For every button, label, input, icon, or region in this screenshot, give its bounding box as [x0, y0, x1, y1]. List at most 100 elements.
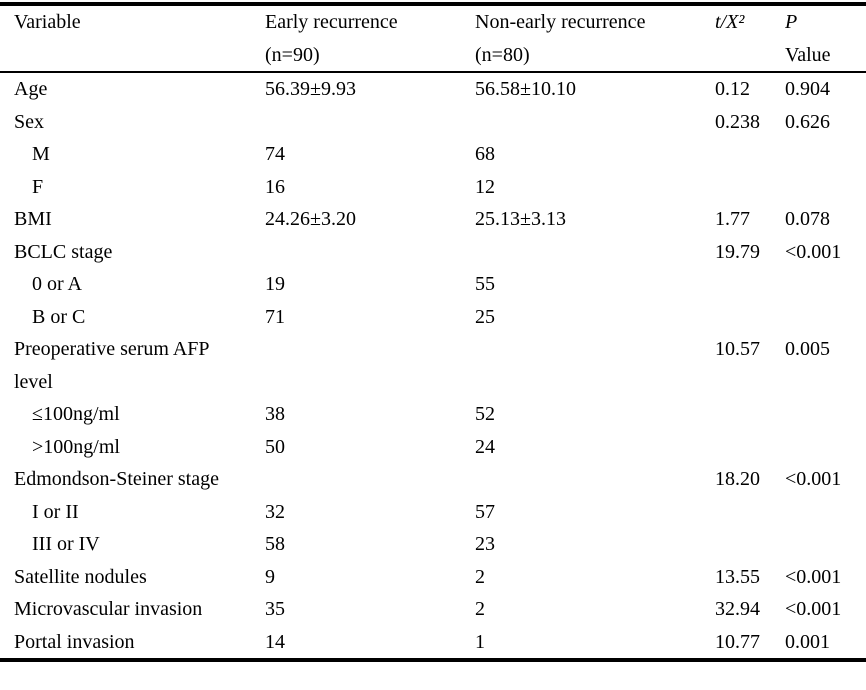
col-header-p-value: P Value: [785, 4, 866, 72]
cell-stat: 0.238: [715, 110, 760, 133]
cell-nonearly: [475, 333, 715, 398]
cell-stat: 10.77: [715, 630, 760, 653]
header-early-line2: (n=90): [265, 43, 320, 66]
cell-nonearly: 2: [475, 598, 485, 620]
cell-nonearly: 57: [475, 500, 495, 523]
cell-p: 0.005: [785, 338, 830, 360]
cell-early: 38: [265, 403, 285, 425]
cell-stat: 10.57: [715, 338, 760, 360]
header-early-line1: Early recurrence: [265, 11, 398, 33]
cell-variable: >100ng/ml: [32, 435, 120, 458]
cell-variable: BCLC stage: [14, 240, 113, 263]
cell-early: 19: [265, 273, 285, 295]
cell-variable: B or C: [32, 305, 86, 328]
cell-p: <0.001: [785, 565, 842, 588]
cell-variable: III or IV: [32, 533, 100, 555]
cell-variable: Age: [14, 78, 48, 100]
cell-early: 71: [265, 305, 285, 328]
header-nonearly-line2: (n=80): [475, 43, 530, 66]
table-row-satellite-nodules: Satellite nodules 9 2 13.55 <0.001: [0, 561, 866, 594]
cell-early: 24.26±3.20: [265, 208, 356, 230]
table-row-bclc-0-or-a: 0 or A 19 55: [0, 268, 866, 301]
cell-stat: [715, 398, 785, 431]
cell-nonearly: 56.58±10.10: [475, 78, 576, 100]
cell-early: 35: [265, 598, 285, 620]
cell-p: <0.001: [785, 468, 842, 490]
cell-early: 56.39±9.93: [265, 78, 356, 100]
col-header-statistic: t/X²: [715, 4, 785, 72]
table-row-portal-invasion: Portal invasion 14 1 10.77 0.001: [0, 626, 866, 661]
cell-p: 0.904: [785, 78, 830, 100]
table-row-es-iii-or-iv: III or IV 58 23: [0, 528, 866, 561]
cell-variable: BMI: [14, 208, 52, 230]
afp-label: Preoperative serum AFP level: [14, 338, 209, 393]
cell-early: 50: [265, 435, 285, 458]
cell-p: 0.626: [785, 110, 830, 133]
cell-nonearly: 25.13±3.13: [475, 208, 566, 230]
statistics-table: Variable Early recurrence (n=90) Non-ear…: [0, 2, 866, 662]
table-row-sex-f: F 16 12: [0, 171, 866, 204]
table-row-afp-gt-100: >100ng/ml 50 24: [0, 431, 866, 464]
table-row-es-i-or-ii: I or II 32 57: [0, 496, 866, 529]
table-row-afp-le-100: ≤100ng/ml 38 52: [0, 398, 866, 431]
cell-early: 58: [265, 533, 285, 555]
cell-stat: [715, 528, 785, 561]
table-row-bmi: BMI 24.26±3.20 25.13±3.13 1.77 0.078: [0, 203, 866, 236]
cell-nonearly: 2: [475, 565, 485, 588]
cell-variable: Sex: [14, 110, 44, 133]
cell-early: [265, 106, 475, 139]
cell-variable: Portal invasion: [14, 630, 135, 653]
cell-early: 9: [265, 565, 275, 588]
cell-p: [785, 431, 866, 464]
cell-p: [785, 268, 866, 301]
cell-nonearly: 1: [475, 630, 485, 653]
table-row-afp-level: Preoperative serum AFP level 10.57 0.005: [0, 333, 866, 398]
col-header-non-early-recurrence: Non-early recurrence (n=80): [475, 4, 715, 72]
cell-stat: [715, 496, 785, 529]
cell-p: [785, 528, 866, 561]
cell-early: [265, 236, 475, 269]
cell-nonearly: 23: [475, 533, 495, 555]
cell-p: [785, 301, 866, 334]
cell-nonearly: [475, 463, 715, 496]
cell-stat: [715, 171, 785, 204]
header-variable-line1: Variable: [14, 11, 81, 33]
cell-stat: 13.55: [715, 565, 760, 588]
cell-early: 16: [265, 175, 285, 198]
cell-stat: 32.94: [715, 598, 760, 620]
cell-stat: [715, 138, 785, 171]
cell-nonearly: [475, 236, 715, 269]
cell-p: [785, 171, 866, 204]
cell-p: <0.001: [785, 598, 842, 620]
table-row-age: Age 56.39±9.93 56.58±10.10 0.12 0.904: [0, 72, 866, 106]
cell-p: [785, 398, 866, 431]
header-row: Variable Early recurrence (n=90) Non-ear…: [0, 4, 866, 72]
cell-early: [265, 463, 475, 496]
table-row-edmondson-steiner: Edmondson-Steiner stage 18.20 <0.001: [0, 463, 866, 496]
cell-early: 74: [265, 143, 285, 165]
cell-p: 0.001: [785, 630, 830, 653]
cell-variable: M: [32, 143, 50, 165]
table-row-bclc-stage: BCLC stage 19.79 <0.001: [0, 236, 866, 269]
cell-variable: F: [32, 175, 44, 198]
cell-nonearly: [475, 106, 715, 139]
cell-stat: [715, 301, 785, 334]
cell-early: 32: [265, 500, 285, 523]
header-nonearly-line1: Non-early recurrence: [475, 11, 646, 33]
col-header-early-recurrence: Early recurrence (n=90): [265, 4, 475, 72]
cell-variable: Microvascular invasion: [14, 598, 203, 620]
cell-nonearly: 24: [475, 435, 495, 458]
cell-variable: ≤100ng/ml: [32, 403, 120, 425]
cell-stat: 1.77: [715, 208, 750, 230]
cell-variable: Satellite nodules: [14, 565, 147, 588]
header-p-line1: P: [785, 11, 798, 33]
cell-nonearly: 55: [475, 273, 495, 295]
cell-variable: Preoperative serum AFP level: [0, 333, 265, 398]
cell-stat: 18.20: [715, 468, 760, 490]
table-row-microvascular-invasion: Microvascular invasion 35 2 32.94 <0.001: [0, 593, 866, 626]
cell-nonearly: 52: [475, 403, 495, 425]
table-row-sex: Sex 0.238 0.626: [0, 106, 866, 139]
cell-variable: Edmondson-Steiner stage: [14, 468, 219, 490]
cell-stat: [715, 268, 785, 301]
